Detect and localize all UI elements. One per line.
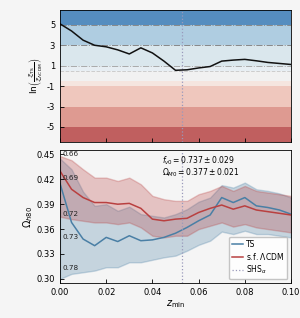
s.f. $\Lambda$CDM bbox=[128, 202, 131, 205]
Text: $f_{v0} = 0.737 \pm 0.029$: $f_{v0} = 0.737 \pm 0.029$ bbox=[162, 154, 234, 167]
s.f. $\Lambda$CDM bbox=[197, 211, 200, 214]
Y-axis label: $\Omega_{h80}$: $\Omega_{h80}$ bbox=[21, 205, 35, 228]
Bar bbox=[60, 71, 291, 81]
TS bbox=[70, 221, 74, 225]
s.f. $\Lambda$CDM bbox=[162, 219, 166, 223]
TS bbox=[139, 239, 143, 243]
TS bbox=[128, 234, 131, 238]
TS bbox=[58, 182, 62, 185]
TS bbox=[243, 196, 247, 199]
Bar bbox=[60, 10, 291, 25]
Legend: TS, s.f. $\Lambda$CDM, SHS$_\alpha$: TS, s.f. $\Lambda$CDM, SHS$_\alpha$ bbox=[229, 237, 287, 279]
Text: $\Omega_{M0} = 0.377 \pm 0.021$: $\Omega_{M0} = 0.377 \pm 0.021$ bbox=[162, 166, 239, 179]
TS bbox=[208, 213, 212, 217]
s.f. $\Lambda$CDM bbox=[220, 203, 224, 207]
TS bbox=[162, 235, 166, 239]
Bar bbox=[60, 25, 291, 45]
s.f. $\Lambda$CDM bbox=[266, 210, 270, 214]
TS bbox=[289, 212, 293, 216]
TS bbox=[197, 219, 200, 223]
s.f. $\Lambda$CDM bbox=[151, 217, 154, 221]
s.f. $\Lambda$CDM bbox=[278, 211, 281, 215]
TS bbox=[174, 231, 177, 235]
s.f. $\Lambda$CDM bbox=[70, 187, 74, 191]
TS bbox=[151, 238, 154, 242]
Line: TS: TS bbox=[60, 183, 291, 246]
Text: 0.78: 0.78 bbox=[62, 265, 78, 271]
s.f. $\Lambda$CDM bbox=[116, 202, 119, 206]
Bar bbox=[60, 86, 291, 107]
TS bbox=[255, 204, 258, 208]
Text: 0.66: 0.66 bbox=[62, 151, 78, 156]
TS bbox=[116, 240, 119, 244]
Y-axis label: $\ln\!\left(\frac{\mathcal{Z}_{\rm TS}}{\mathcal{Z}_{\Lambda{\rm CDM}}}\right)$: $\ln\!\left(\frac{\mathcal{Z}_{\rm TS}}{… bbox=[28, 58, 45, 94]
Text: 0.73: 0.73 bbox=[62, 233, 78, 239]
s.f. $\Lambda$CDM bbox=[232, 207, 235, 211]
Bar bbox=[60, 81, 291, 86]
s.f. $\Lambda$CDM bbox=[81, 196, 85, 199]
Bar bbox=[60, 45, 291, 66]
s.f. $\Lambda$CDM bbox=[208, 206, 212, 210]
s.f. $\Lambda$CDM bbox=[185, 216, 189, 220]
Text: 0.72: 0.72 bbox=[62, 211, 78, 217]
s.f. $\Lambda$CDM bbox=[93, 201, 97, 204]
TS bbox=[93, 244, 97, 248]
Line: s.f. $\Lambda$CDM: s.f. $\Lambda$CDM bbox=[60, 171, 291, 221]
s.f. $\Lambda$CDM bbox=[289, 213, 293, 217]
s.f. $\Lambda$CDM bbox=[58, 169, 62, 173]
s.f. $\Lambda$CDM bbox=[174, 217, 177, 221]
s.f. $\Lambda$CDM bbox=[104, 201, 108, 204]
TS bbox=[278, 208, 281, 212]
X-axis label: $z_{\rm min}$: $z_{\rm min}$ bbox=[166, 298, 185, 310]
TS bbox=[185, 225, 189, 229]
TS bbox=[104, 235, 108, 239]
TS bbox=[232, 201, 235, 204]
Bar bbox=[60, 66, 291, 71]
Text: 0.69: 0.69 bbox=[62, 176, 78, 182]
s.f. $\Lambda$CDM bbox=[243, 204, 247, 208]
TS bbox=[220, 196, 224, 199]
Bar bbox=[60, 127, 291, 142]
Bar bbox=[60, 107, 291, 127]
s.f. $\Lambda$CDM bbox=[255, 208, 258, 212]
TS bbox=[81, 237, 85, 241]
TS bbox=[266, 206, 270, 210]
s.f. $\Lambda$CDM bbox=[139, 206, 143, 210]
